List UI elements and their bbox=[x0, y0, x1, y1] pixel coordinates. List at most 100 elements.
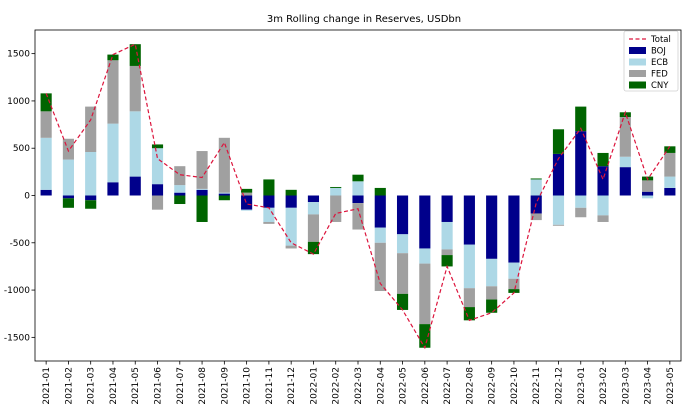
bar-fed-2021-11 bbox=[263, 221, 275, 224]
bar-fed-2021-02 bbox=[62, 138, 74, 160]
bar-ecb-2023-01 bbox=[575, 195, 587, 208]
bar-boj-2021-09 bbox=[218, 193, 230, 196]
x-tick-label: 2021-02 bbox=[64, 367, 74, 405]
bar-ecb-2022-04 bbox=[374, 227, 386, 243]
total-line bbox=[45, 43, 671, 350]
legend-swatch-cny bbox=[629, 81, 646, 89]
bar-ecb-2022-11 bbox=[530, 179, 542, 196]
bar-ecb-2022-03 bbox=[352, 181, 364, 196]
bar-boj-2021-12 bbox=[285, 195, 297, 208]
bar-boj-2021-07 bbox=[174, 192, 186, 196]
bar-cny-2023-01 bbox=[575, 106, 587, 132]
bar-fed-2022-02 bbox=[330, 195, 342, 222]
x-tick-label: 2022-11 bbox=[532, 367, 542, 405]
x-tick-label: 2022-04 bbox=[376, 367, 386, 405]
bar-boj-2022-08 bbox=[463, 195, 475, 245]
x-tick-label: 2022-02 bbox=[332, 367, 342, 405]
bar-fed-2022-01 bbox=[307, 214, 320, 242]
bar-ecb-2023-02 bbox=[597, 195, 609, 216]
x-tick-label: 2023-04 bbox=[644, 367, 654, 405]
bar-boj-2021-11 bbox=[263, 195, 275, 208]
bar-boj-2022-06 bbox=[419, 195, 431, 249]
x-tick-label: 2022-01 bbox=[309, 367, 319, 405]
y-tick-label: 500 bbox=[13, 144, 30, 154]
bar-cny-2021-11 bbox=[263, 179, 275, 196]
legend-label-total: Total bbox=[650, 35, 671, 45]
bar-fed-2022-08 bbox=[463, 288, 475, 308]
bar-fed-2022-12 bbox=[552, 224, 565, 226]
bar-boj-2022-04 bbox=[374, 195, 386, 228]
legend-swatch-ecb bbox=[629, 58, 646, 66]
bar-ecb-2022-05 bbox=[396, 234, 409, 254]
bar-ecb-2021-05 bbox=[129, 111, 141, 177]
legend-swatch-fed bbox=[629, 70, 646, 77]
y-tick-label: 1500 bbox=[7, 50, 30, 60]
y-tick-label: 0 bbox=[24, 192, 30, 202]
bar-cny-2022-01 bbox=[307, 241, 320, 255]
bar-ecb-2021-04 bbox=[107, 123, 119, 183]
x-tick-label: 2022-12 bbox=[554, 367, 564, 405]
bar-cny-2022-10 bbox=[508, 289, 520, 293]
bar-ecb-2021-12 bbox=[285, 207, 297, 246]
bar-cny-2021-12 bbox=[285, 189, 297, 196]
bar-boj-2023-01 bbox=[575, 131, 587, 196]
bar-boj-2023-02 bbox=[597, 166, 609, 196]
x-tick-label: 2022-03 bbox=[354, 367, 364, 405]
bar-cny-2022-06 bbox=[419, 324, 431, 348]
bar-ecb-2021-08 bbox=[196, 188, 208, 190]
bar-boj-2021-10 bbox=[241, 195, 253, 210]
bar-boj-2023-05 bbox=[664, 187, 676, 196]
bar-cny-2021-09 bbox=[218, 195, 230, 201]
x-tick-label: 2022-07 bbox=[443, 367, 453, 405]
bar-fed-2023-01 bbox=[575, 207, 587, 218]
bar-ecb-2021-07 bbox=[174, 185, 186, 193]
bar-fed-2021-03 bbox=[85, 106, 97, 152]
y-tick-label: -1500 bbox=[4, 333, 30, 343]
x-tick-label: 2023-03 bbox=[621, 367, 631, 405]
x-tick-label: 2021-05 bbox=[131, 367, 141, 405]
x-tick-label: 2022-05 bbox=[399, 367, 409, 405]
bar-ecb-2022-08 bbox=[463, 244, 475, 289]
bar-boj-2022-12 bbox=[552, 153, 565, 196]
bar-fed-2021-05 bbox=[129, 65, 141, 112]
bar-ecb-2022-06 bbox=[419, 248, 431, 264]
legend-swatch-boj bbox=[629, 47, 646, 54]
x-tick-label: 2021-12 bbox=[287, 367, 297, 405]
bar-fed-2022-11 bbox=[530, 213, 542, 221]
bar-ecb-2022-09 bbox=[486, 258, 498, 287]
bar-fed-2022-03 bbox=[352, 203, 364, 230]
bar-ecb-2022-01 bbox=[307, 202, 320, 215]
y-tick-label: -500 bbox=[10, 239, 31, 249]
legend-label-boj: BOJ bbox=[651, 47, 666, 57]
bar-fed-2021-12 bbox=[285, 245, 297, 249]
bar-cny-2021-04 bbox=[107, 54, 119, 61]
bar-cny-2021-05 bbox=[129, 44, 141, 66]
bar-fed-2023-05 bbox=[664, 152, 676, 177]
x-tick-label: 2021-01 bbox=[42, 367, 52, 405]
bar-cny-2022-02 bbox=[330, 186, 342, 188]
legend-label-cny: CNY bbox=[651, 81, 669, 91]
bar-boj-2022-09 bbox=[486, 195, 498, 259]
bar-fed-2021-07 bbox=[174, 166, 186, 186]
bar-boj-2022-03 bbox=[352, 195, 364, 204]
x-tick-label: 2022-09 bbox=[488, 367, 498, 405]
bar-cny-2021-08 bbox=[196, 195, 208, 222]
bar-boj-2021-02 bbox=[62, 195, 74, 199]
x-tick-label: 2021-10 bbox=[243, 367, 253, 405]
bar-ecb-2023-04 bbox=[642, 195, 654, 199]
bar-ecb-2021-01 bbox=[40, 137, 52, 190]
plot-area bbox=[40, 43, 676, 350]
bar-boj-2021-08 bbox=[196, 189, 208, 196]
bar-cny-2022-09 bbox=[486, 299, 498, 313]
x-tick-label: 2021-07 bbox=[176, 367, 186, 405]
bar-fed-2021-08 bbox=[196, 151, 208, 189]
x-tick-label: 2021-04 bbox=[109, 367, 119, 405]
bar-cny-2022-12 bbox=[552, 129, 565, 154]
bar-ecb-2023-05 bbox=[664, 176, 676, 188]
bar-ecb-2021-09 bbox=[218, 192, 230, 194]
x-tick-label: 2021-11 bbox=[265, 367, 275, 405]
y-tick-label: 1000 bbox=[7, 97, 30, 107]
x-tick-label: 2021-08 bbox=[198, 367, 208, 405]
